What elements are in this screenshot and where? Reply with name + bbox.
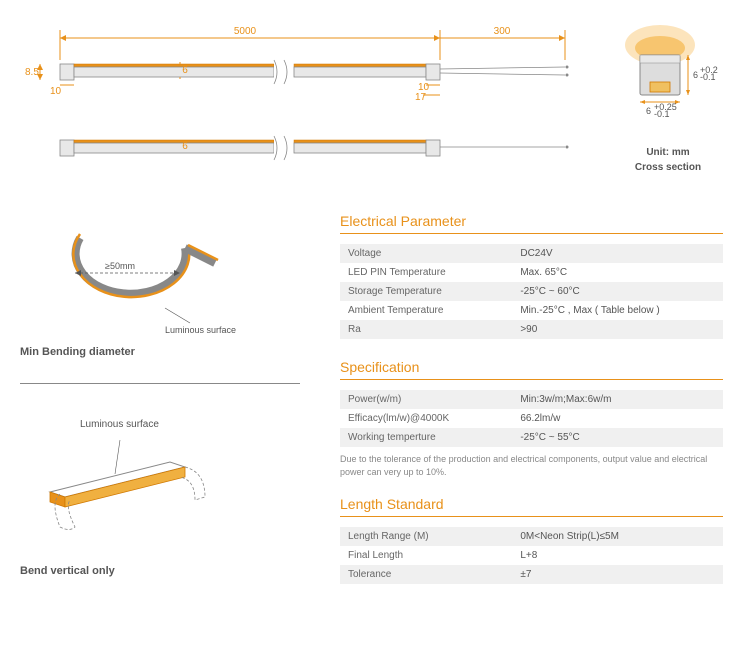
table-row: Storage Temperature-25°C ~ 60°C [340,282,723,301]
length-table: Length Range (M)0M<Neon Strip(L)≤5M Fina… [340,527,723,584]
bottom-section: ≥50mm Luminous surface Min Bending diame… [20,213,723,604]
svg-text:≥50mm: ≥50mm [105,261,135,271]
svg-text:-0.1: -0.1 [700,72,716,82]
svg-text:Luminous surface: Luminous surface [165,325,236,335]
table-row: Ambient TemperatureMin.-25°C , Max ( Tab… [340,301,723,320]
divider [20,383,300,384]
dim-5000: 5000 [234,26,257,37]
luminous-label-2: Luminous surface [80,419,300,430]
table-row: LED PIN TemperatureMax. 65°C [340,263,723,282]
table-row: VoltageDC24V [340,244,723,263]
table-row: Efficacy(lm/w)@4000K66.2lm/w [340,409,723,428]
table-row: Tolerance±7 [340,565,723,584]
table-row: Final LengthL+8 [340,546,723,565]
length-title: Length Standard [340,496,723,517]
table-row: Ra>90 [340,320,723,339]
table-row: Working temperture-25°C ~ 55°C [340,428,723,447]
left-column: ≥50mm Luminous surface Min Bending diame… [20,213,300,604]
bend-vertical-diagram: Luminous surface Bend vertical only [20,419,300,577]
cross-unit-label: Unit: mm [613,147,723,158]
right-column: Electrical Parameter VoltageDC24V LED PI… [340,213,723,604]
dim-6-top: 6 [182,65,188,76]
bend-diameter-diagram: ≥50mm Luminous surface Min Bending diame… [20,213,300,358]
dim-17: 17 [415,92,427,103]
top-section: 5000 300 8.5 [20,20,723,183]
cross-section-label: Cross section [613,162,723,173]
svg-text:-0.1: -0.1 [654,109,670,119]
dim-300: 300 [494,26,511,37]
strip-diagrams: 5000 300 8.5 [20,20,593,183]
dim-6-bottom: 6 [182,141,188,152]
table-row: Power(w/m)Min:3w/m;Max:6w/m [340,390,723,409]
dim-8-5: 8.5 [25,67,39,78]
specification-title: Specification [340,359,723,380]
electrical-table: VoltageDC24V LED PIN TemperatureMax. 65°… [340,244,723,339]
cross-section: 6 +0.25 -0.1 6 +0.25 -0.1 Unit: mm Cross… [613,20,723,183]
bend-vertical-title: Bend vertical only [20,565,300,577]
table-row: Length Range (M)0M<Neon Strip(L)≤5M [340,527,723,546]
strip-length-diagram: 5000 300 8.5 [20,20,580,180]
cross-section-svg: 6 +0.25 -0.1 6 +0.25 -0.1 [618,20,718,140]
svg-text:6: 6 [646,106,651,116]
electrical-title: Electrical Parameter [340,213,723,234]
min-bend-title: Min Bending diameter [20,346,300,358]
svg-text:6: 6 [693,70,698,80]
specification-table: Power(w/m)Min:3w/m;Max:6w/m Efficacy(lm/… [340,390,723,447]
spec-note: Due to the tolerance of the production a… [340,453,723,478]
dim-10l: 10 [50,86,62,97]
